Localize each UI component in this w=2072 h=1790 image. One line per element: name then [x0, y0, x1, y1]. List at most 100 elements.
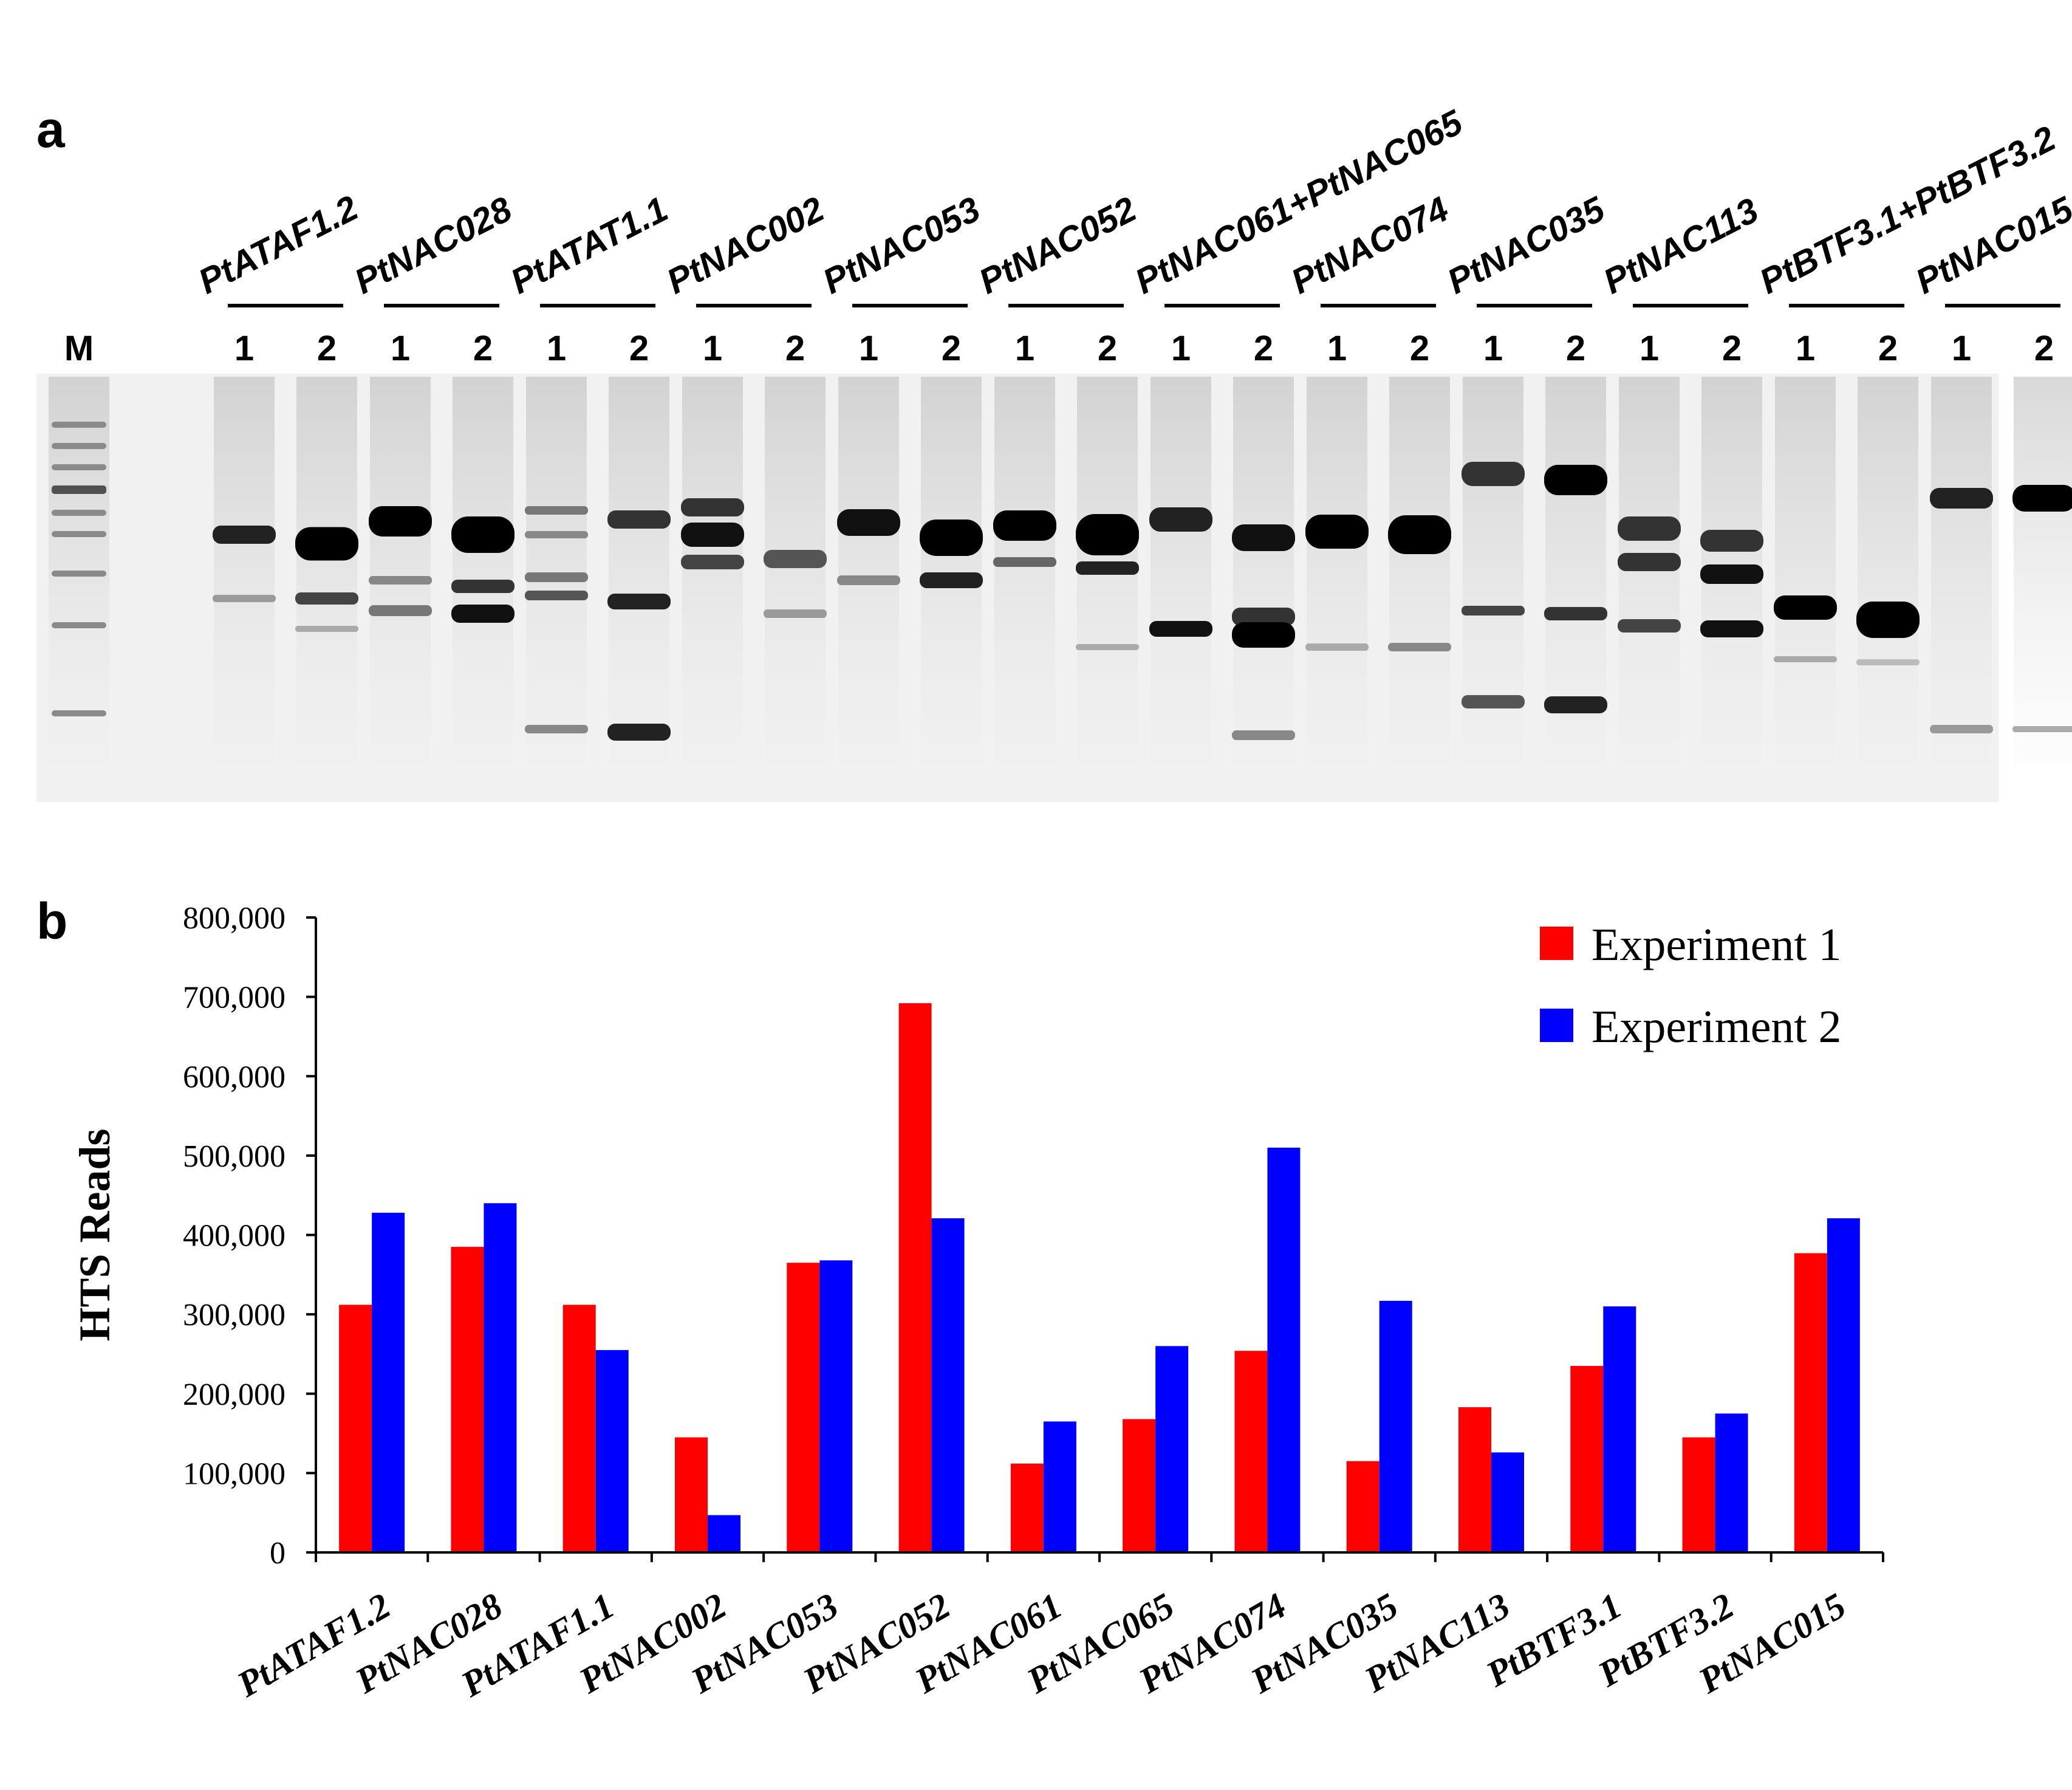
gel-band [1700, 564, 1763, 584]
gel-band [295, 527, 358, 561]
lane-label: 2 [1098, 329, 1117, 368]
gel-band [1930, 725, 1993, 733]
gel-band [607, 724, 671, 741]
gel-band [1305, 515, 1369, 549]
lane-label: 2 [942, 329, 961, 368]
gel-band [1149, 621, 1212, 637]
panel-a-letter: a [36, 101, 66, 158]
gel-band [525, 506, 588, 515]
gel-image [36, 374, 2072, 802]
lane-label: 1 [1952, 329, 1971, 368]
bar-experiment-2 [1603, 1306, 1636, 1552]
gel-band [1076, 514, 1139, 555]
lane-label: 1 [859, 329, 878, 368]
gel-band [2012, 485, 2072, 512]
gel-band [837, 575, 900, 585]
gel-group-label: PtNAC113 [1597, 190, 1765, 301]
gel-band [213, 595, 276, 602]
gel-band [525, 531, 588, 538]
y-tick-label: 600,000 [183, 1060, 285, 1094]
gel-group-label: PtNAC035 [1441, 189, 1611, 302]
bar-experiment-1 [898, 1003, 932, 1552]
bar-experiment-2 [1491, 1452, 1524, 1552]
bar-experiment-2 [1827, 1218, 1860, 1552]
gel-band [369, 605, 432, 616]
gel-lane-smear [609, 377, 669, 766]
lane-label: 1 [1483, 329, 1503, 368]
legend: Experiment 1 Experiment 2 [1540, 919, 1842, 1052]
panel-b-letter: b [36, 893, 67, 950]
gel-group-label: PtBTF3.1+PtBTF3.2 [1753, 118, 2062, 302]
gel-band [920, 572, 983, 588]
marker-band [52, 443, 106, 449]
y-axis-label: HTS Reads [70, 1128, 119, 1341]
lane-label: 1 [234, 329, 254, 368]
gel-lane-smear [1389, 377, 1450, 766]
gel-band [369, 506, 432, 537]
y-axis: 0 100,000 200,000 300,000 400,000 500,000 600,… [183, 901, 317, 1571]
gel-band [1618, 619, 1681, 633]
gel-band [2012, 726, 2072, 732]
lane-label: 2 [1254, 329, 1273, 368]
marker-band [52, 464, 106, 470]
gel-band [451, 605, 515, 623]
lane-label: 1 [391, 329, 410, 368]
bar-experiment-1 [1234, 1351, 1268, 1552]
gel-lane-smear [765, 377, 826, 766]
gel-band [1856, 659, 1920, 665]
gel-band [1930, 488, 1993, 509]
y-tick-label: 700,000 [183, 981, 285, 1015]
gel-band [1232, 730, 1295, 740]
gel-band [920, 520, 983, 556]
gel-band [1774, 656, 1837, 662]
gel-band [451, 516, 515, 553]
legend-swatch [1540, 1009, 1573, 1042]
marker-band [52, 531, 106, 537]
gel-band [1544, 696, 1607, 713]
bar-experiment-1 [1570, 1366, 1604, 1552]
bars [339, 1003, 1860, 1552]
bar-chart: 0 100,000 200,000 300,000 400,000 500,000 600,… [70, 901, 1884, 1705]
gel-band [1149, 507, 1212, 532]
y-tick-label: 500,000 [183, 1139, 285, 1174]
marker-band [52, 622, 106, 628]
gel-band [1462, 695, 1525, 708]
gel-band [681, 498, 744, 516]
gel-lane-smear [1775, 377, 1836, 766]
gel-band [764, 550, 827, 568]
gel-band [525, 725, 588, 733]
gel-group-label: PtNAC002 [660, 189, 830, 301]
y-tick-label: 0 [270, 1536, 285, 1571]
legend-label: Experiment 1 [1592, 919, 1842, 970]
legend-label: Experiment 2 [1592, 1001, 1842, 1052]
gel-band [993, 557, 1056, 567]
lane-label: 1 [1796, 329, 1815, 368]
lane-label: 2 [2034, 329, 2054, 368]
gel-labels: M PtATAF1.2 1 2 PtNAC028 1 2 PtATAT1.1 1 2 PtNAC00… [64, 102, 2072, 368]
lane-label: 2 [473, 329, 493, 368]
lane-label: 1 [1015, 329, 1034, 368]
gel-lane-smear [1233, 377, 1294, 766]
gel-band [1618, 553, 1681, 571]
gel-lane-smear [921, 377, 982, 766]
gel-group-label: PtNAC052 [973, 189, 1142, 301]
bar-experiment-1 [1010, 1463, 1044, 1552]
bar-experiment-2 [1715, 1413, 1748, 1552]
bar-experiment-2 [1155, 1346, 1189, 1552]
gel-lane-smear [838, 377, 899, 766]
bar-experiment-2 [931, 1218, 965, 1552]
bar-experiment-2 [595, 1349, 629, 1552]
gel-band [1774, 595, 1837, 620]
gel-band [295, 592, 358, 605]
legend-swatch [1540, 927, 1573, 960]
gel-band [607, 594, 671, 609]
gel-band [1462, 606, 1525, 616]
bar-experiment-1 [787, 1263, 820, 1552]
gel-group-label: PtNAC053 [816, 189, 986, 301]
marker-band [52, 710, 106, 716]
gel-band [1462, 462, 1525, 486]
gel-band [1700, 530, 1763, 552]
gel-band [295, 626, 358, 632]
marker-band [52, 485, 106, 494]
